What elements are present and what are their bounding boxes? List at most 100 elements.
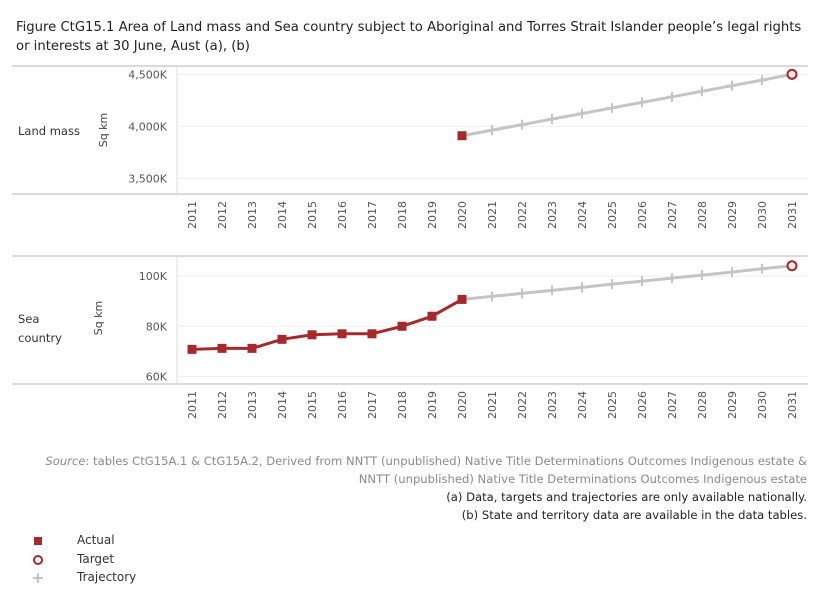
x-tick-label: 2028: [696, 201, 709, 229]
actual-point[interactable]: [277, 334, 287, 344]
trajectory-point[interactable]: [577, 108, 587, 119]
y-tick-label: 80K: [146, 320, 168, 333]
x-tick-label: 2019: [426, 201, 439, 229]
source-label: Source: [45, 454, 86, 468]
trajectory-point[interactable]: [697, 86, 707, 97]
trajectory-point[interactable]: [667, 91, 677, 102]
x-tick-label: 2018: [396, 391, 409, 419]
actual-point[interactable]: [217, 343, 227, 353]
x-tick-label: 2021: [486, 201, 499, 229]
x-tick-label: 2016: [336, 201, 349, 229]
trajectory-point[interactable]: [697, 270, 707, 281]
x-tick-label: 2011: [186, 391, 199, 419]
target-point[interactable]: [786, 68, 798, 80]
row-label: Sea: [18, 312, 39, 326]
target-point[interactable]: [786, 260, 798, 272]
x-tick-label: 2013: [246, 391, 259, 419]
trajectory-point[interactable]: [637, 276, 647, 287]
y-tick-label: 4,500K: [128, 68, 167, 81]
source-text: : tables CtG15A.1 & CtG15A.2, Derived fr…: [85, 454, 807, 486]
trajectory-point[interactable]: [727, 80, 737, 91]
x-tick-label: 2011: [186, 201, 199, 229]
source-note: Source: tables CtG15A.1 & CtG15A.2, Deri…: [17, 452, 807, 488]
x-tick-label: 2025: [606, 391, 619, 419]
x-tick-label: 2017: [366, 201, 379, 229]
x-tick-label: 2024: [576, 391, 589, 419]
legend-label-trajectory: Trajectory: [77, 570, 137, 584]
trajectory-point[interactable]: [757, 263, 767, 274]
y-tick-label: 3,500K: [128, 172, 167, 185]
actual-point[interactable]: [427, 311, 437, 321]
footnote-b: (b) State and territory data are availab…: [461, 508, 807, 522]
trajectory-point[interactable]: [487, 125, 497, 136]
x-tick-label: 2023: [546, 391, 559, 419]
actual-point[interactable]: [337, 329, 347, 339]
row-label: Land mass: [18, 124, 80, 138]
x-tick-label: 2019: [426, 391, 439, 419]
actual-point[interactable]: [457, 131, 467, 141]
x-tick-label: 2017: [366, 391, 379, 419]
legend-label-actual: Actual: [77, 533, 115, 547]
actual-point[interactable]: [397, 321, 407, 331]
trajectory-line: [461, 264, 793, 301]
x-tick-label: 2029: [726, 391, 739, 419]
x-tick-label: 2026: [636, 201, 649, 229]
trajectory-point[interactable]: [607, 279, 617, 290]
trajectory-point[interactable]: [547, 114, 557, 125]
actual-point[interactable]: [307, 330, 317, 340]
actual-point[interactable]: [187, 344, 197, 354]
circle-marker-icon: [33, 554, 43, 565]
x-tick-label: 2024: [576, 201, 589, 229]
plus-marker-icon: [33, 573, 43, 583]
trajectory-point[interactable]: [577, 282, 587, 293]
actual-point[interactable]: [247, 343, 257, 353]
footnote-a: (a) Data, targets and trajectories are o…: [446, 490, 807, 504]
trajectory-point[interactable]: [607, 102, 617, 113]
trajectory-point[interactable]: [517, 288, 527, 299]
x-tick-label: 2031: [786, 201, 799, 229]
x-tick-label: 2014: [276, 201, 289, 229]
panel-land-mass: 3,500K 4,000K 4,500K Land mass Sq km 2011 2012…: [12, 65, 808, 229]
x-tick-label: 2015: [306, 201, 319, 229]
x-tick-label: 2030: [756, 391, 769, 419]
trajectory-point[interactable]: [757, 75, 767, 86]
x-tick-label: 2021: [486, 391, 499, 419]
x-tick-label: 2029: [726, 201, 739, 229]
x-tick-label: 2030: [756, 201, 769, 229]
x-tick-label: 2013: [246, 201, 259, 229]
y-tick-label: 4,000K: [128, 120, 167, 133]
y-axis-label: Sq km: [97, 113, 110, 148]
actual-line: [191, 298, 463, 351]
trajectory-point[interactable]: [547, 285, 557, 296]
x-tick-label: 2023: [546, 201, 559, 229]
x-tick-label: 2027: [666, 391, 679, 419]
y-tick-label: 100K: [139, 270, 168, 283]
square-marker-icon: [34, 537, 42, 545]
x-tick-label: 2012: [216, 201, 229, 229]
trajectory-point[interactable]: [517, 119, 527, 130]
legend-label-target: Target: [77, 551, 115, 566]
x-tick-label: 2031: [786, 391, 799, 419]
actual-point[interactable]: [367, 329, 377, 339]
trajectory-point[interactable]: [667, 273, 677, 284]
x-tick-label: 2015: [306, 391, 319, 419]
x-tick-label: 2014: [276, 391, 289, 419]
x-tick-label: 2028: [696, 391, 709, 419]
x-tick-label: 2012: [216, 391, 229, 419]
x-tick-label: 2020: [456, 201, 469, 229]
y-axis-label: Sq km: [92, 301, 105, 336]
x-tick-label: 2027: [666, 201, 679, 229]
x-tick-label: 2026: [636, 391, 649, 419]
chart-title: Figure CtG15.1 Area of Land mass and Sea…: [16, 20, 802, 54]
x-tick-label: 2016: [336, 391, 349, 419]
actual-point[interactable]: [457, 294, 467, 304]
trajectory-point[interactable]: [637, 97, 647, 108]
trajectory-point[interactable]: [727, 267, 737, 278]
row-label: country: [18, 331, 62, 345]
y-tick-label: 60K: [146, 370, 168, 383]
x-tick-label: 2025: [606, 201, 619, 229]
x-tick-label: 2022: [516, 391, 529, 419]
trajectory-point[interactable]: [487, 291, 497, 302]
x-tick-label: 2018: [396, 201, 409, 229]
